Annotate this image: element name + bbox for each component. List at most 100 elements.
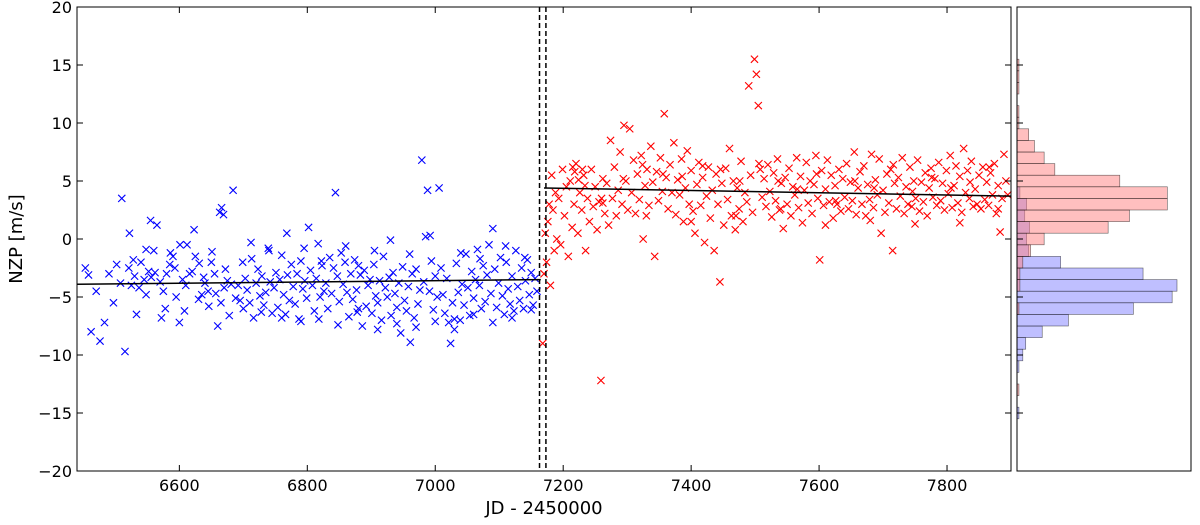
pre-point <box>341 258 350 267</box>
pre-point <box>149 246 158 255</box>
pre-point <box>175 318 184 327</box>
pre-point <box>321 279 330 288</box>
post-point <box>546 281 555 290</box>
pre-point <box>312 274 321 283</box>
pre-point <box>204 302 213 311</box>
post-point <box>999 150 1008 159</box>
post-point <box>978 163 987 172</box>
post-point <box>746 171 755 180</box>
pre-point <box>398 262 407 271</box>
pre-point <box>504 284 513 293</box>
post-point <box>729 177 738 185</box>
pre-point <box>404 282 413 291</box>
post-point <box>554 194 563 203</box>
pre-point <box>433 293 442 301</box>
post-point <box>831 196 840 205</box>
pre-point <box>217 203 226 212</box>
post-point <box>975 171 984 180</box>
pre-point <box>498 291 507 300</box>
hist-bar-post <box>1016 186 1168 199</box>
post-point <box>731 225 740 234</box>
pre-point <box>289 282 298 291</box>
pre-point <box>456 248 465 257</box>
pre-point <box>241 274 250 283</box>
pre-point <box>323 304 332 313</box>
pre-point <box>469 294 478 303</box>
post-point <box>690 229 699 238</box>
post-point <box>683 146 692 155</box>
post-point <box>585 217 594 226</box>
hist-bar-post <box>1016 128 1029 141</box>
post-point <box>600 209 609 218</box>
vertical-dashed-lines <box>538 7 547 471</box>
pre-point <box>180 306 189 315</box>
pre-point <box>144 267 153 276</box>
post-point <box>646 142 655 151</box>
post-point <box>794 203 803 212</box>
post-point <box>1003 190 1012 199</box>
pre-point <box>444 318 453 327</box>
post-point <box>836 207 845 216</box>
pre-point <box>142 290 151 299</box>
pre-point <box>146 216 155 225</box>
hist-bar-pre <box>1016 314 1069 327</box>
pre-point <box>293 269 302 278</box>
post-point <box>556 240 565 249</box>
post-point <box>774 177 783 185</box>
pre-point <box>501 241 510 250</box>
pre-point <box>172 293 181 301</box>
post-point <box>934 158 943 167</box>
pre-point <box>476 254 485 263</box>
pre-point <box>229 186 238 195</box>
post-point <box>802 158 811 167</box>
pre-point <box>277 313 286 322</box>
post-point <box>809 180 818 189</box>
post-point <box>946 151 955 160</box>
pre-point <box>527 268 536 277</box>
pre-point <box>329 264 338 272</box>
pre-point <box>302 294 311 303</box>
pre-point <box>125 229 134 238</box>
pre-point <box>383 293 392 301</box>
post-point <box>788 182 797 191</box>
pre-point <box>140 275 149 284</box>
post-point <box>619 121 628 130</box>
post-point <box>827 171 836 180</box>
post-point <box>716 165 725 174</box>
trend-line <box>76 278 541 285</box>
pre-point <box>454 288 463 297</box>
pre-point <box>239 304 248 313</box>
pre-point <box>112 260 121 269</box>
pre-point <box>473 245 482 254</box>
post-point <box>648 178 657 187</box>
pre-point <box>406 338 415 347</box>
post-point <box>796 172 805 181</box>
post-point <box>951 161 960 170</box>
post-point <box>892 204 901 213</box>
post-point <box>850 177 859 185</box>
post-point <box>719 221 728 230</box>
hist-bar-post <box>1016 198 1168 211</box>
post-point <box>573 229 582 238</box>
pre-point <box>220 283 229 292</box>
post-point <box>678 172 687 181</box>
pre-point <box>477 304 486 313</box>
post-point <box>721 164 730 173</box>
y-tick-label: −10 <box>38 346 72 365</box>
post-point <box>714 200 722 209</box>
post-point <box>932 201 941 210</box>
hist-bar-post <box>1016 256 1024 269</box>
pre-point <box>277 251 286 260</box>
pre-point <box>519 304 528 313</box>
pre-point <box>456 316 465 325</box>
post-point <box>886 165 895 174</box>
post-point <box>831 181 840 190</box>
pre-point <box>283 270 292 279</box>
post-point <box>904 200 912 209</box>
pre-point <box>400 296 409 305</box>
post-point <box>857 200 866 209</box>
y-tick-label: −15 <box>38 404 72 423</box>
hist-bar-pre <box>1016 267 1144 280</box>
post-point <box>894 173 903 182</box>
post-point <box>635 195 644 204</box>
